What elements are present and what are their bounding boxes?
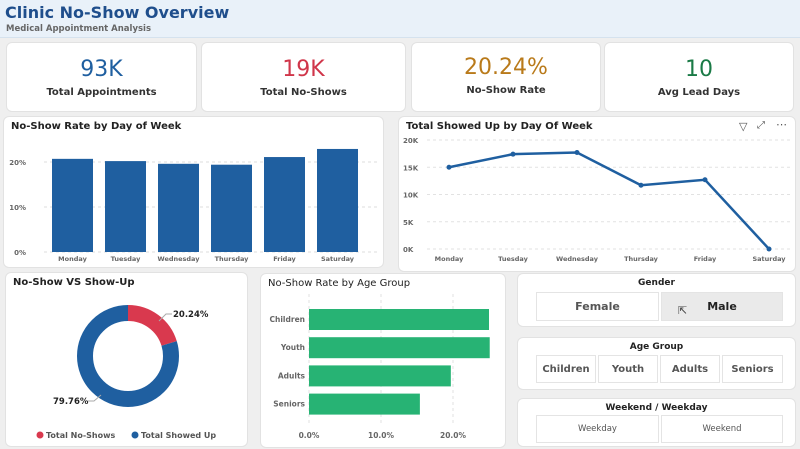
slicer-age-group: Age Group Children Youth Adults Seniors [517, 337, 796, 390]
chart-title: No-Show Rate by Age Group [268, 278, 411, 289]
slicer-option-male[interactable]: Male [661, 292, 783, 321]
legend-marker [131, 431, 139, 439]
data-point [638, 182, 644, 188]
kpi-value: 93K [80, 57, 123, 82]
slicer-option-youth[interactable]: Youth [598, 355, 658, 383]
data-point [702, 177, 708, 183]
report-header: Clinic No-Show Overview Medical Appointm… [0, 0, 800, 38]
slicer-option-weekday[interactable]: Weekday [536, 415, 659, 443]
donut-chart-svg: 20.24% 79.76% Total No-Shows Total Showed U… [36, 305, 216, 440]
data-point [446, 164, 452, 170]
slicer-option-adults[interactable]: Adults [660, 355, 720, 383]
bar [309, 365, 451, 387]
x-tick-label: 10.0% [368, 431, 395, 440]
kpi-card-total-appointments: 93K Total Appointments [6, 42, 197, 112]
leader-line [88, 394, 102, 402]
bar [309, 309, 489, 330]
slicer-option-female[interactable]: Female [536, 292, 659, 321]
data-point [574, 150, 580, 156]
bar [264, 157, 305, 252]
leader-line [158, 313, 172, 322]
kpi-label: No-Show Rate [466, 85, 546, 96]
x-tick-label: 20.0% [440, 431, 467, 440]
x-tick-label: Monday [435, 255, 464, 263]
x-tick-label: Thursday [624, 255, 659, 263]
page-title: Clinic No-Show Overview [5, 3, 230, 22]
slicer-option-children[interactable]: Children [536, 355, 596, 383]
y-tick-label: Children [270, 315, 305, 324]
y-tick-label: 0K [403, 246, 414, 254]
x-tick-label: Thursday [215, 255, 250, 263]
y-tick-label: Seniors [273, 400, 305, 409]
bar [309, 337, 490, 359]
slicer-option-weekend[interactable]: Weekend [661, 415, 783, 443]
data-label: 79.76% [53, 397, 89, 407]
x-tick-label: Friday [694, 255, 717, 263]
x-tick-label: 0.0% [299, 431, 320, 440]
bar [105, 161, 146, 252]
series-line [448, 151, 770, 250]
data-point [510, 151, 516, 157]
data-point [766, 246, 772, 252]
y-tick-label: 10K [403, 192, 419, 200]
x-tick-label: Wednesday [556, 255, 599, 263]
kpi-value: 19K [282, 57, 325, 82]
slicer-title: Gender [638, 278, 675, 288]
kpi-value: 10 [685, 57, 713, 82]
bar-chart-svg: 0% 10% 20% Monday Tuesday Wednesday Thursday Fr… [9, 148, 379, 263]
chart-no-show-rate-by-day[interactable]: No-Show Rate by Day of Week 0% 10% 20% Mond… [3, 116, 384, 268]
y-tick-label: 5K [403, 219, 414, 227]
slicer-option-seniors[interactable]: Seniors [722, 355, 783, 383]
bar [317, 148, 358, 252]
bar [211, 164, 252, 252]
legend-label: Total No-Shows [46, 431, 115, 440]
bar [158, 163, 199, 252]
kpi-label: Avg Lead Days [657, 87, 741, 98]
bar [309, 393, 420, 415]
page-subtitle: Medical Appointment Analysis [6, 24, 152, 34]
chart-showed-up-by-day[interactable]: Total Showed Up by Day Of Week 0K 5K 10K 15… [398, 116, 796, 272]
kpi-card-avg-lead-days: 10 Avg Lead Days [604, 42, 794, 112]
kpi-value: 20.24% [464, 55, 548, 80]
legend-marker [36, 431, 44, 439]
y-tick-label: Adults [278, 371, 306, 380]
chart-title: No-Show Rate by Day of Week [11, 121, 182, 132]
y-tick-label: 15K [403, 164, 419, 172]
x-tick-label: Saturday [752, 255, 786, 263]
y-tick-label: 20% [9, 159, 26, 167]
donut-slice [77, 305, 179, 407]
kpi-card-total-no-shows: 19K Total No-Shows [201, 42, 406, 112]
x-tick-label: Friday [273, 255, 296, 263]
line-chart-svg: 0K 5K 10K 15K 20K Monday Tuesday Wednesday Thurs… [403, 137, 791, 263]
kpi-card-no-show-rate: 20.24% No-Show Rate [411, 42, 601, 112]
x-tick-label: Tuesday [498, 255, 528, 263]
filter-icon[interactable]: ▽ [739, 120, 748, 133]
chart-no-show-vs-show-up[interactable]: No-Show VS Show-Up 20.24% 79.76% Total No-… [5, 272, 248, 447]
x-tick-label: Saturday [321, 255, 355, 263]
x-tick-label: Monday [58, 255, 87, 263]
y-tick-label: 0% [14, 249, 26, 257]
y-tick-label: 10% [9, 204, 26, 212]
data-label: 20.24% [173, 310, 209, 320]
y-tick-label: Youth [280, 343, 305, 352]
slicer-gender: Gender Female Male ⇱ [517, 273, 796, 327]
hbar-chart-svg: 0.0% 10.0% 20.0% Children Youth Adults Seniors [270, 294, 490, 440]
x-tick-label: Tuesday [111, 255, 141, 263]
y-tick-label: 20K [403, 137, 419, 145]
kpi-label: Total Appointments [46, 87, 157, 98]
x-tick-label: Wednesday [158, 255, 201, 263]
bar [52, 158, 93, 252]
chart-title: Total Showed Up by Day Of Week [406, 121, 593, 132]
slicer-title: Weekend / Weekday [605, 403, 708, 413]
cursor-icon: ⇱ [678, 304, 688, 317]
focus-mode-icon[interactable]: ⤢ [757, 120, 765, 131]
slicer-title: Age Group [629, 342, 684, 352]
legend-label: Total Showed Up [141, 431, 216, 440]
slicer-weekend-weekday: Weekend / Weekday Weekday Weekend [517, 398, 796, 447]
kpi-label: Total No-Shows [260, 87, 347, 98]
more-options-icon[interactable]: ⋯ [776, 118, 787, 131]
chart-title: No-Show VS Show-Up [13, 277, 135, 288]
chart-no-show-rate-by-age[interactable]: No-Show Rate by Age Group 0.0% 10.0% 20.0%… [260, 273, 506, 448]
